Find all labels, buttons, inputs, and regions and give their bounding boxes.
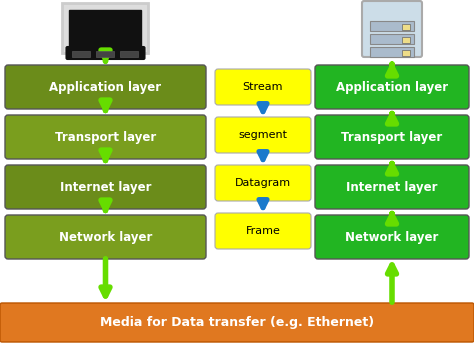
Text: Transport layer: Transport layer <box>55 131 156 144</box>
FancyBboxPatch shape <box>97 51 115 57</box>
Text: segment: segment <box>238 130 288 140</box>
Text: Internet layer: Internet layer <box>60 181 151 194</box>
FancyBboxPatch shape <box>215 165 311 201</box>
FancyBboxPatch shape <box>370 34 414 44</box>
FancyBboxPatch shape <box>5 215 206 259</box>
FancyBboxPatch shape <box>63 3 148 53</box>
FancyBboxPatch shape <box>315 165 469 209</box>
Text: Transport layer: Transport layer <box>341 131 443 144</box>
FancyBboxPatch shape <box>5 115 206 159</box>
Text: Application layer: Application layer <box>336 80 448 93</box>
FancyBboxPatch shape <box>362 1 422 57</box>
FancyBboxPatch shape <box>215 213 311 249</box>
FancyBboxPatch shape <box>70 10 142 50</box>
FancyBboxPatch shape <box>73 51 91 57</box>
Text: Internet layer: Internet layer <box>346 181 438 194</box>
Text: Datagram: Datagram <box>235 178 291 188</box>
Text: Stream: Stream <box>243 82 283 92</box>
FancyBboxPatch shape <box>370 21 414 31</box>
FancyBboxPatch shape <box>120 51 138 57</box>
Text: Network layer: Network layer <box>346 231 439 244</box>
FancyBboxPatch shape <box>402 37 410 43</box>
FancyBboxPatch shape <box>5 165 206 209</box>
FancyBboxPatch shape <box>5 65 206 109</box>
Text: Network layer: Network layer <box>59 231 152 244</box>
FancyBboxPatch shape <box>215 69 311 105</box>
FancyBboxPatch shape <box>0 303 474 342</box>
Text: Frame: Frame <box>246 226 281 236</box>
FancyBboxPatch shape <box>215 117 311 153</box>
Text: Application layer: Application layer <box>49 80 162 93</box>
FancyBboxPatch shape <box>370 47 414 57</box>
FancyBboxPatch shape <box>315 65 469 109</box>
FancyBboxPatch shape <box>66 47 145 59</box>
Text: Media for Data transfer (e.g. Ethernet): Media for Data transfer (e.g. Ethernet) <box>100 316 374 329</box>
FancyBboxPatch shape <box>402 24 410 30</box>
FancyBboxPatch shape <box>315 115 469 159</box>
FancyBboxPatch shape <box>315 215 469 259</box>
FancyBboxPatch shape <box>402 50 410 56</box>
